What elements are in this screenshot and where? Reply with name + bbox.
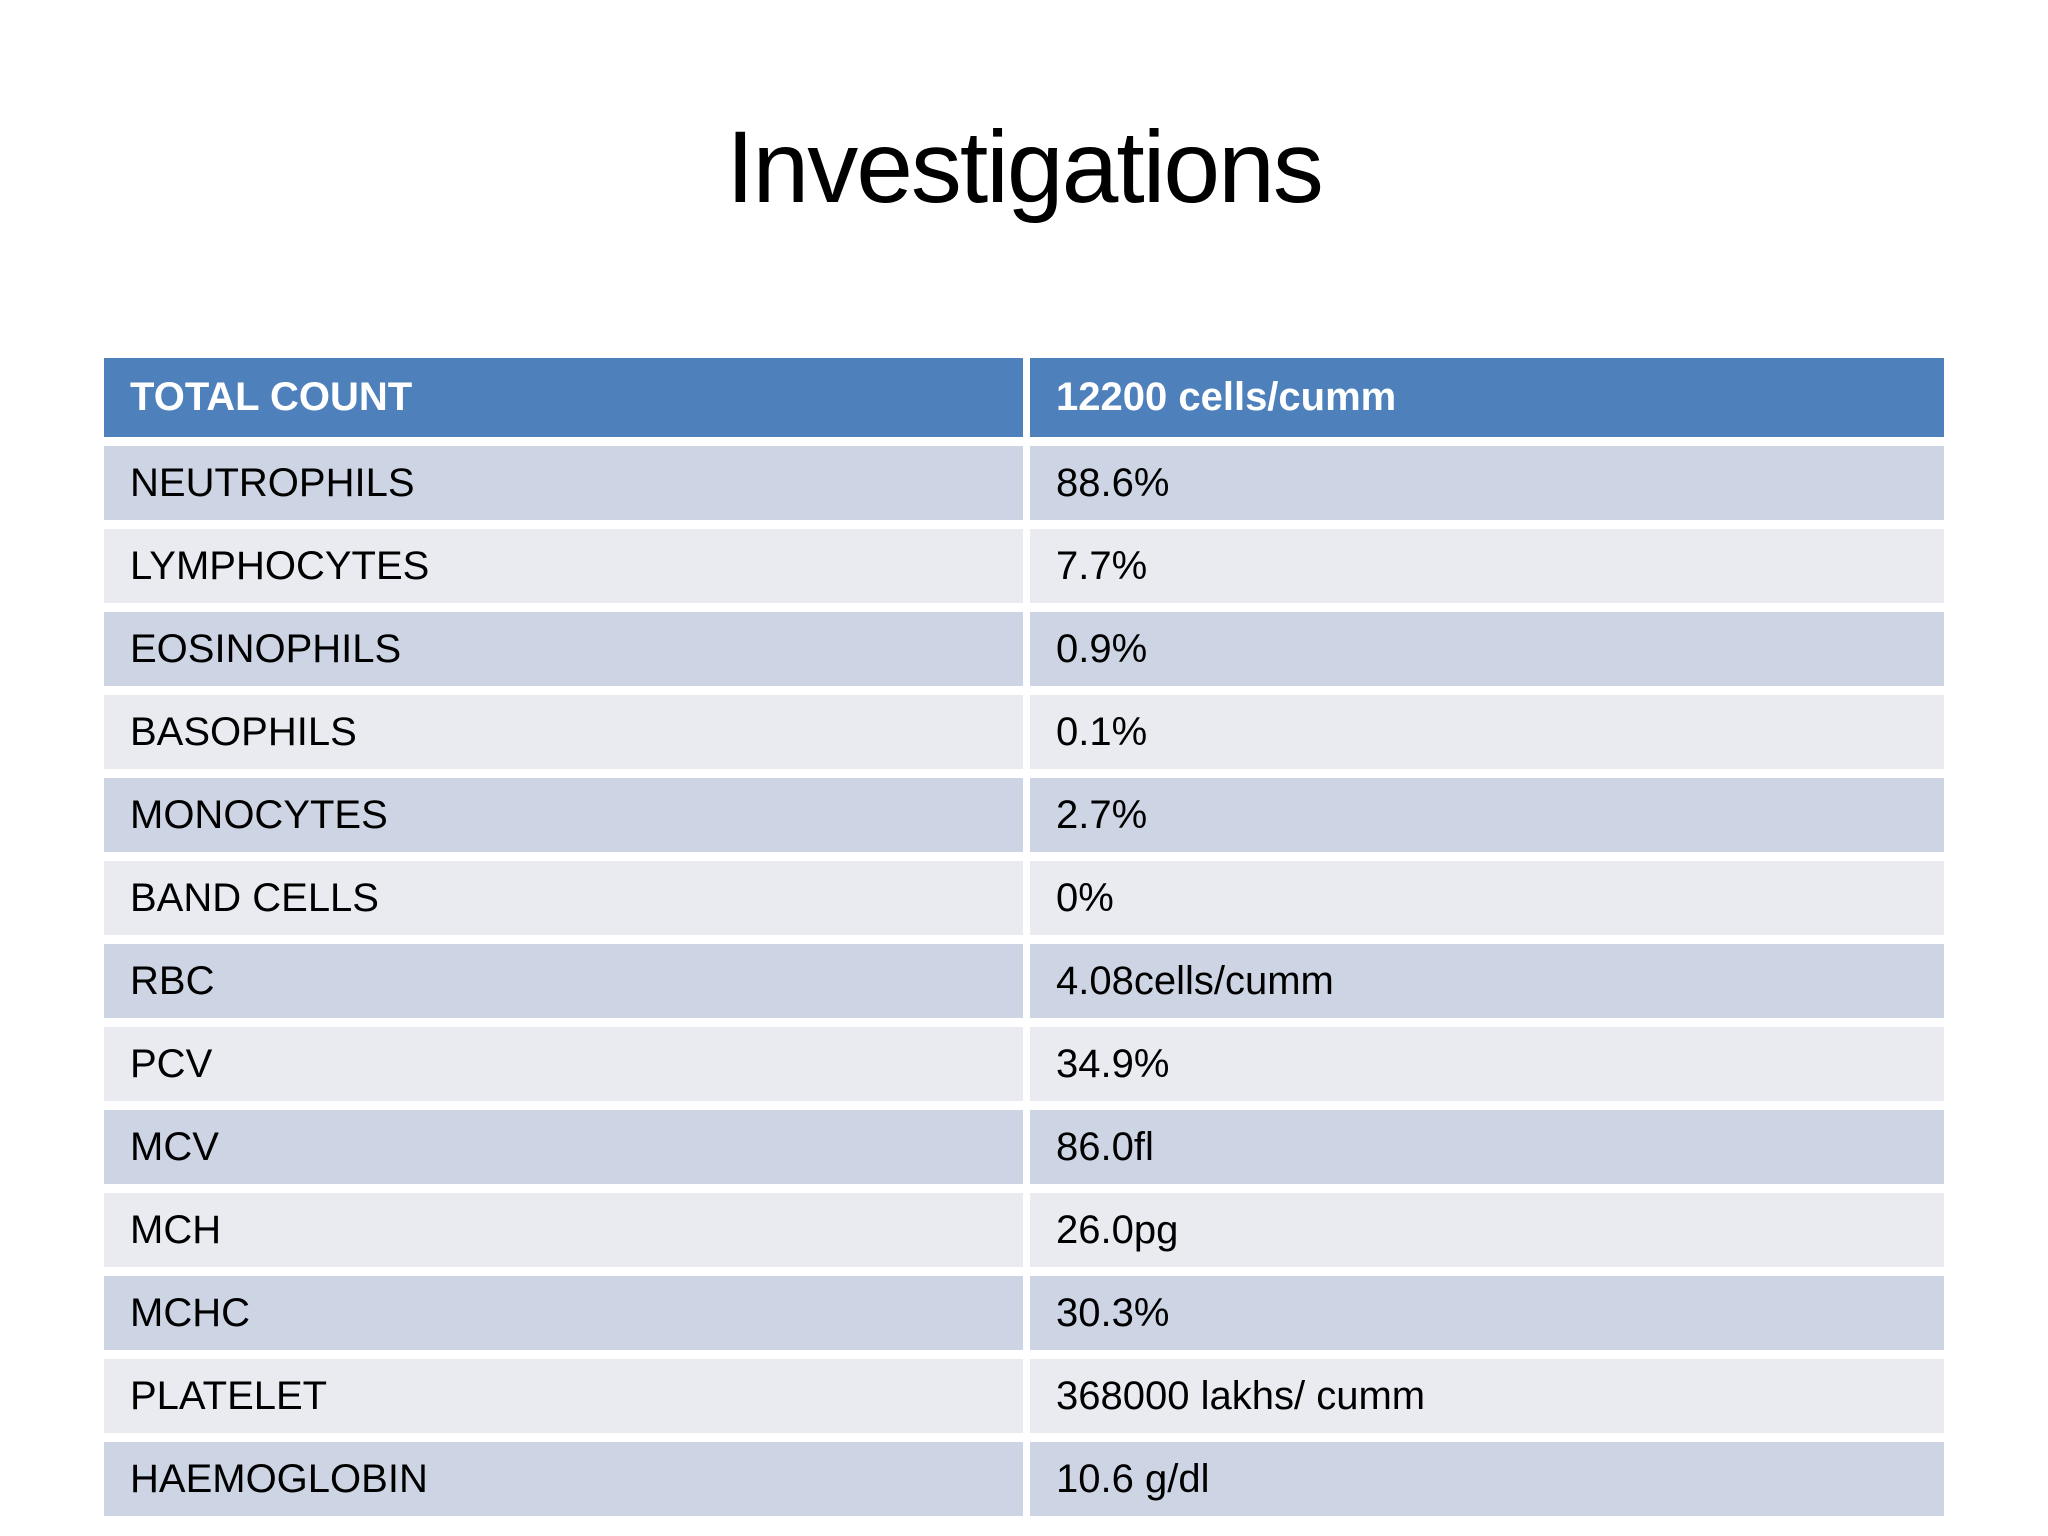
page-title: Investigations xyxy=(726,110,1324,224)
table-row-label: PCV xyxy=(104,1027,1023,1101)
table-row: MCHC 30.3% xyxy=(104,1276,1944,1350)
table-row-label: HAEMOGLOBIN xyxy=(104,1442,1023,1516)
table-row: NEUTROPHILS 88.6% xyxy=(104,446,1944,520)
table-row-value: 26.0pg xyxy=(1030,1193,1944,1267)
table-row: BASOPHILS 0.1% xyxy=(104,695,1944,769)
table-row-value: 7.7% xyxy=(1030,529,1944,603)
table-row-label: BAND CELLS xyxy=(104,861,1023,935)
table-body: NEUTROPHILS 88.6% LYMPHOCYTES 7.7% EOSIN… xyxy=(104,446,1944,1516)
table-row-label: MCHC xyxy=(104,1276,1023,1350)
table-row-value: 88.6% xyxy=(1030,446,1944,520)
table-row: MONOCYTES 2.7% xyxy=(104,778,1944,852)
table-row-label: MCV xyxy=(104,1110,1023,1184)
table-row: HAEMOGLOBIN 10.6 g/dl xyxy=(104,1442,1944,1516)
table-row-value: 0% xyxy=(1030,861,1944,935)
table-row-value: 0.9% xyxy=(1030,612,1944,686)
table-row: PLATELET 368000 lakhs/ cumm xyxy=(104,1359,1944,1433)
table-row: PCV 34.9% xyxy=(104,1027,1944,1101)
table-header-value: 12200 cells/cumm xyxy=(1030,358,1944,437)
table-row-value: 34.9% xyxy=(1030,1027,1944,1101)
table-row-value: 0.1% xyxy=(1030,695,1944,769)
table-row-value: 86.0fl xyxy=(1030,1110,1944,1184)
table-row-value: 30.3% xyxy=(1030,1276,1944,1350)
table-row-value: 2.7% xyxy=(1030,778,1944,852)
table-row-value: 368000 lakhs/ cumm xyxy=(1030,1359,1944,1433)
table-row-label: PLATELET xyxy=(104,1359,1023,1433)
table-row: MCH 26.0pg xyxy=(104,1193,1944,1267)
table-row: BAND CELLS 0% xyxy=(104,861,1944,935)
table-row: RBC 4.08cells/cumm xyxy=(104,944,1944,1018)
table-header-label: TOTAL COUNT xyxy=(104,358,1023,437)
table-header-row: TOTAL COUNT 12200 cells/cumm xyxy=(104,358,1944,437)
table-row-value: 4.08cells/cumm xyxy=(1030,944,1944,1018)
table-row-label: RBC xyxy=(104,944,1023,1018)
table-row: MCV 86.0fl xyxy=(104,1110,1944,1184)
table-row-label: MONOCYTES xyxy=(104,778,1023,852)
table-row: LYMPHOCYTES 7.7% xyxy=(104,529,1944,603)
table-row-label: MCH xyxy=(104,1193,1023,1267)
table-row-label: LYMPHOCYTES xyxy=(104,529,1023,603)
table-row-label: NEUTROPHILS xyxy=(104,446,1023,520)
investigations-table: TOTAL COUNT 12200 cells/cumm NEUTROPHILS… xyxy=(104,358,1944,1516)
table-row-label: BASOPHILS xyxy=(104,695,1023,769)
table-row: EOSINOPHILS 0.9% xyxy=(104,612,1944,686)
table-row-value: 10.6 g/dl xyxy=(1030,1442,1944,1516)
table-row-label: EOSINOPHILS xyxy=(104,612,1023,686)
